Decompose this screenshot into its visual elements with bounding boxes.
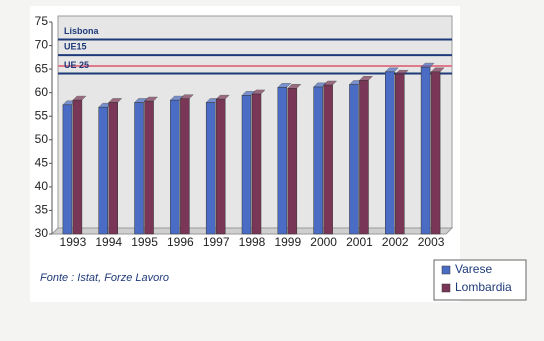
- bar-top: [277, 83, 292, 88]
- bar-top: [420, 62, 435, 68]
- y-tick-label: 60: [35, 85, 49, 99]
- reference-label: UE15: [64, 41, 87, 51]
- x-tick-label: 1998: [239, 235, 266, 249]
- x-tick-label: 1995: [131, 235, 158, 249]
- bar: [359, 80, 369, 235]
- bar: [323, 84, 333, 235]
- source-note: Fonte : Istat, Forze Lavoro: [40, 272, 169, 284]
- bar: [170, 99, 180, 235]
- y-tick-label: 50: [35, 132, 49, 146]
- bar-top: [384, 67, 399, 73]
- x-tick-label: 1994: [95, 235, 122, 249]
- bar-top: [179, 94, 194, 99]
- bar: [108, 102, 118, 235]
- bar: [241, 95, 252, 235]
- y-tick-label: 30: [35, 226, 49, 240]
- bar: [420, 66, 431, 235]
- bar: [98, 106, 108, 235]
- y-tick-label: 45: [35, 156, 49, 170]
- x-tick-label: 2000: [310, 235, 337, 249]
- legend-label: Lombardia: [455, 280, 512, 294]
- bar-top: [394, 69, 409, 75]
- x-tick-label: 2003: [418, 235, 445, 249]
- legend: [433, 259, 527, 301]
- bar: [134, 102, 144, 235]
- x-tick-label: 2002: [382, 235, 409, 249]
- y-tick-label: 70: [35, 38, 49, 52]
- bar: [287, 88, 298, 235]
- legend-label: Varese: [455, 262, 492, 276]
- x-tick-label: 2001: [346, 235, 373, 249]
- bar-top: [72, 95, 87, 101]
- x-tick-label: 1999: [274, 235, 301, 249]
- y-tick-label: 55: [35, 108, 49, 122]
- y-tick-label: 75: [35, 14, 49, 28]
- x-tick-label: 1997: [203, 235, 230, 249]
- bar-top: [143, 96, 159, 102]
- bar-top: [287, 84, 302, 89]
- reference-label: Lisbona: [64, 26, 99, 36]
- x-tick-label: 1996: [167, 235, 194, 249]
- legend-swatch: [441, 283, 451, 293]
- bar: [313, 86, 323, 235]
- bar-top: [108, 98, 123, 103]
- bar-top: [323, 80, 338, 86]
- y-tick-label: 35: [35, 203, 49, 217]
- bar: [62, 104, 73, 235]
- bar-top: [430, 67, 445, 73]
- bar: [144, 100, 154, 235]
- x-tick-label: 1993: [60, 235, 87, 249]
- bar: [215, 98, 226, 235]
- bar: [349, 84, 359, 235]
- bar: [180, 98, 190, 235]
- bar: [251, 93, 262, 235]
- y-tick-label: 65: [35, 61, 49, 75]
- bar: [385, 71, 395, 235]
- bar: [395, 73, 405, 235]
- bar-top: [215, 94, 230, 100]
- bar: [277, 87, 288, 235]
- bar-top: [251, 89, 266, 95]
- bar: [72, 99, 83, 235]
- bar: [205, 102, 216, 235]
- legend-swatch: [441, 265, 451, 275]
- y-tick-label: 40: [35, 179, 49, 193]
- bar: [430, 71, 441, 235]
- bar-top: [358, 76, 374, 81]
- reference-label: UE 25: [64, 60, 89, 70]
